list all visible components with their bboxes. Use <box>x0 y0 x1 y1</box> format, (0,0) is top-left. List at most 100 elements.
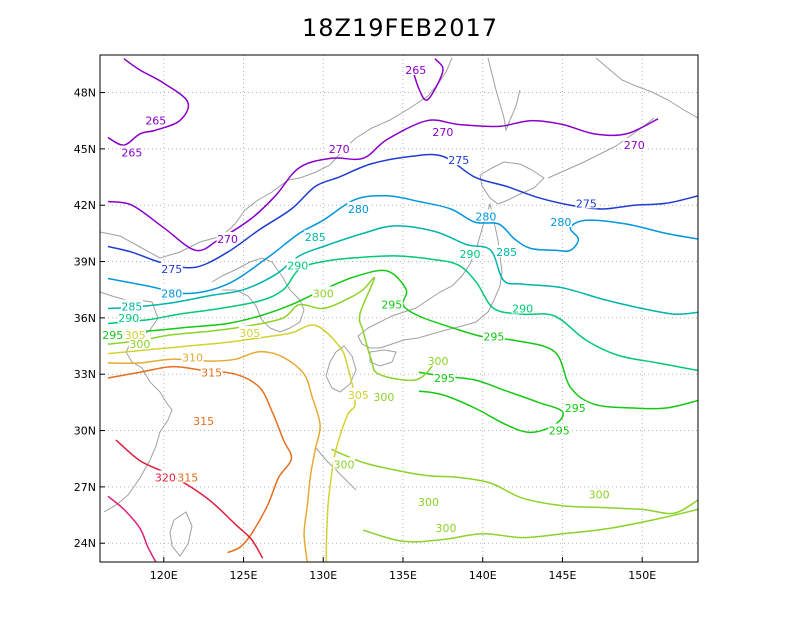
contour-label-bg <box>312 286 335 299</box>
contour-label-bg <box>482 329 505 342</box>
contour-label-bg <box>431 124 454 137</box>
contour-label: 280 <box>161 287 182 300</box>
contour-label: 285 <box>496 246 517 259</box>
y-tick-label: 33N <box>74 368 96 381</box>
contour-labels: 265 265 265 270 270 270 270 275 275 275 280 280 280 2… <box>101 63 646 535</box>
longitude-axis: 120E 125E 130E 135E 140E 145E 150E <box>150 557 656 582</box>
contour-label: 290 <box>459 248 480 261</box>
contour-lines <box>107 58 698 562</box>
contour-label-bg <box>549 215 572 228</box>
contour-label: 310 <box>182 351 203 364</box>
contour-label-bg <box>347 387 370 400</box>
coastline-hokkaido <box>479 161 545 205</box>
contour-label-bg <box>332 457 355 470</box>
coastline-shikoku <box>369 349 397 367</box>
contour-label-bg <box>474 209 497 222</box>
contour-label: 265 <box>145 115 166 128</box>
y-tick-label: 30N <box>74 425 96 438</box>
contour-label: 285 <box>121 301 142 314</box>
contour-label: 300 <box>428 355 449 368</box>
contour-label: 305 <box>125 329 146 342</box>
contour-line-295 <box>418 371 564 434</box>
contour-label-bg <box>548 423 571 436</box>
contour-label-bg <box>101 327 124 340</box>
contour-label-bg <box>404 63 427 76</box>
contour-label-bg <box>347 201 370 214</box>
contour-label: 295 <box>549 425 570 438</box>
coastline-honshu <box>357 202 503 349</box>
coastline-taiwan <box>169 511 193 557</box>
contour-label: 270 <box>217 233 238 246</box>
contour-label-bg <box>372 389 395 402</box>
contour-label-bg <box>238 325 261 338</box>
contour-label: 275 <box>161 263 182 276</box>
contour-label-bg <box>417 494 440 507</box>
contour-label-bg <box>447 153 470 166</box>
contour-label-bg <box>564 401 587 414</box>
contour-label-bg <box>128 337 151 350</box>
contour-label-bg <box>511 301 534 314</box>
contour-line-270 <box>107 118 659 252</box>
coastline-kyushu <box>325 345 357 393</box>
contour-label: 270 <box>329 143 350 156</box>
contour-line-315 <box>107 365 293 554</box>
contour-label-bg <box>124 327 147 340</box>
contour-label: 300 <box>313 287 334 300</box>
contour-label: 315 <box>177 472 198 485</box>
contour-label-bg <box>588 487 611 500</box>
coastlines <box>100 57 698 557</box>
contour-label: 295 <box>565 402 586 415</box>
contour-label-bg <box>435 521 458 534</box>
contour-label-bg <box>328 141 351 154</box>
contour-label: 315 <box>193 415 214 428</box>
contour-label-bg <box>154 470 177 483</box>
contour-label-bg <box>495 245 518 258</box>
contour-label-bg <box>304 230 327 243</box>
contour-label: 265 <box>121 147 142 160</box>
y-tick-label: 24N <box>74 537 96 550</box>
contour-label-bg <box>192 414 215 427</box>
contour-label: 290 <box>287 259 308 272</box>
x-tick-label: 135E <box>389 569 417 582</box>
contour-label: 315 <box>201 366 222 379</box>
contour-label-bg <box>286 258 309 271</box>
contour-line-310 <box>107 350 321 562</box>
x-tick-label: 130E <box>309 569 337 582</box>
x-tick-label: 120E <box>150 569 178 582</box>
contour-label-bg <box>216 232 239 245</box>
y-tick-label: 39N <box>74 256 96 269</box>
contour-line-295 <box>107 269 698 410</box>
contour-line-325 <box>107 495 157 562</box>
contour-label-bg <box>181 350 204 363</box>
contour-label: 300 <box>333 458 354 471</box>
contour-line-300 <box>330 448 698 515</box>
contour-label: 320 <box>155 472 176 485</box>
y-tick-label: 27N <box>74 481 96 494</box>
contour-label: 305 <box>239 327 260 340</box>
y-tick-label: 45N <box>74 143 96 156</box>
contour-label-bg <box>575 196 598 209</box>
coastline-korea <box>211 257 305 333</box>
x-tick-label: 125E <box>230 569 258 582</box>
coastline-china <box>100 137 357 513</box>
coastline-primorye <box>355 57 453 139</box>
y-tick-label: 36N <box>74 312 96 325</box>
contour-label: 280 <box>348 203 369 216</box>
contour-label-bg <box>200 365 223 378</box>
contour-label-bg <box>120 145 143 158</box>
contour-line-285 <box>107 225 698 315</box>
contour-label-bg <box>433 370 456 383</box>
contour-label: 280 <box>550 216 571 229</box>
contour-label: 305 <box>348 389 369 402</box>
contour-label-bg <box>160 286 183 299</box>
contour-line-280 <box>107 194 698 295</box>
contour-label-bg <box>623 138 646 151</box>
coastline-ryukyu <box>315 447 357 491</box>
x-tick-label: 150E <box>628 569 656 582</box>
contour-label: 295 <box>483 331 504 344</box>
plot-frame <box>99 54 699 563</box>
coastline-sakhalin <box>487 57 521 132</box>
contour-line-265 <box>410 58 444 101</box>
contour-line-275 <box>107 153 698 269</box>
